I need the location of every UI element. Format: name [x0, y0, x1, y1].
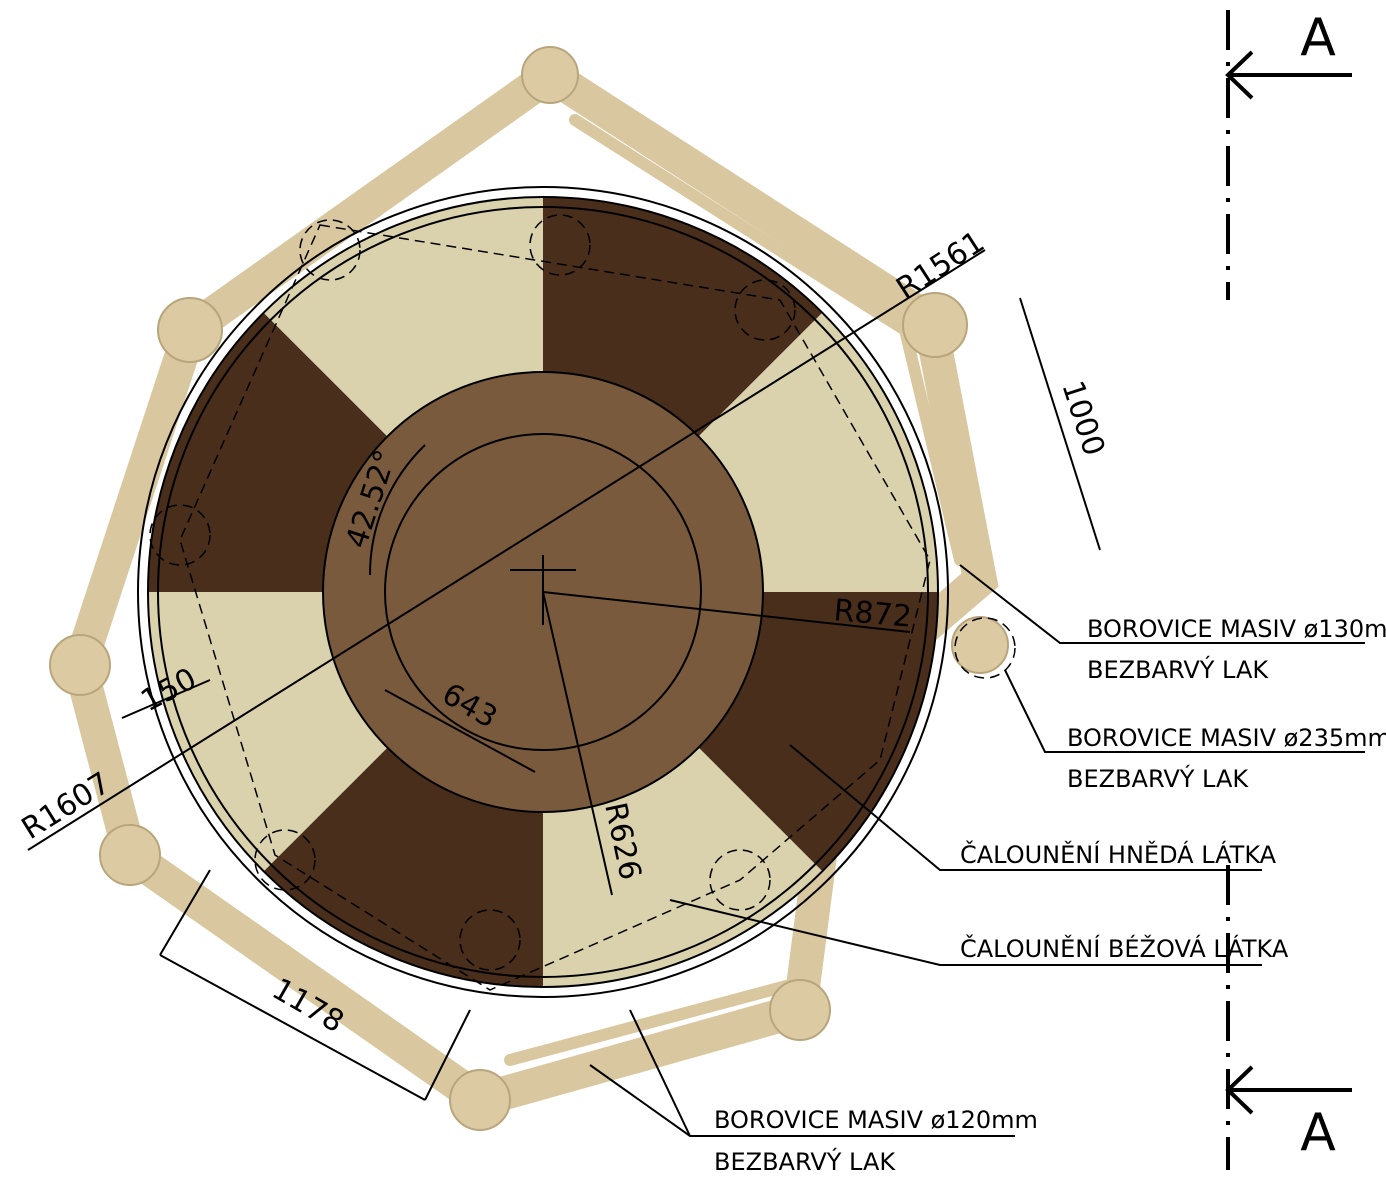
callout-material: BOROVICE MASIV ø130mm	[1087, 615, 1386, 643]
callout-material: BOROVICE MASIV ø120mm	[714, 1106, 1038, 1134]
section-label: A	[1300, 1103, 1336, 1163]
post	[522, 47, 578, 103]
section-label: A	[1300, 8, 1336, 68]
post	[100, 825, 160, 885]
post	[952, 617, 1008, 673]
callout-material: ČALOUNĚNÍ HNĚDÁ LÁTKA	[960, 839, 1277, 869]
callout-material: BOROVICE MASIV ø235mm	[1067, 724, 1386, 752]
drawing: A A R1561 1000 R872 42.52° 150 643 R1607…	[0, 0, 1386, 1177]
callout-finish: BEZBARVÝ LAK	[1067, 764, 1249, 793]
post	[158, 298, 222, 362]
callout-finish: BEZBARVÝ LAK	[714, 1147, 896, 1176]
dimension: 1000	[1054, 377, 1111, 460]
post	[450, 1070, 510, 1130]
callout-finish: BEZBARVÝ LAK	[1087, 655, 1269, 684]
section: A A	[1228, 8, 1352, 1170]
post	[770, 980, 830, 1040]
post	[50, 635, 110, 695]
callout-material: ČALOUNĚNÍ BÉŽOVÁ LÁTKA	[960, 933, 1289, 963]
dimension: R872	[832, 593, 913, 635]
